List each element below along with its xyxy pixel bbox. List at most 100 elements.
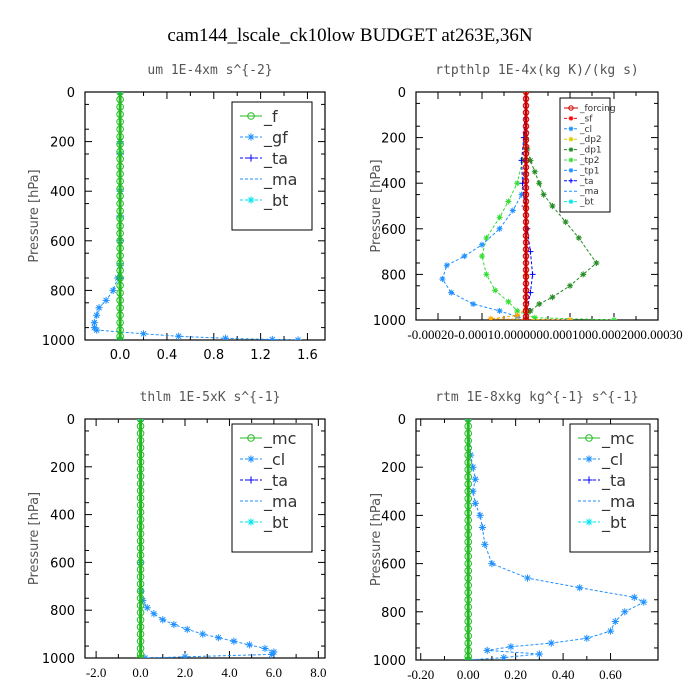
data-point <box>496 225 503 232</box>
x-tick-label: 0.60 <box>599 667 622 682</box>
data-point <box>514 180 521 187</box>
data-point <box>630 593 638 601</box>
y-axis-label: Pressure [hPa] <box>369 493 384 586</box>
data-point <box>464 501 472 510</box>
legend-box <box>231 423 313 553</box>
data-point <box>464 617 472 626</box>
series-line <box>490 92 571 320</box>
data-point <box>522 287 530 294</box>
data-point <box>522 177 530 185</box>
plot-frame <box>84 418 326 659</box>
data-point <box>464 646 472 655</box>
data-point <box>116 244 124 253</box>
data-point <box>116 207 124 215</box>
data-point <box>461 253 468 260</box>
x-tick-label: 1.6 <box>297 348 318 363</box>
legend-label: _cl <box>601 450 623 470</box>
legend-label: _f <box>263 107 278 127</box>
data-point <box>268 335 276 340</box>
data-point <box>245 641 254 649</box>
data-point <box>116 281 124 290</box>
legend-label: _bt <box>263 191 288 211</box>
data-point <box>116 140 124 148</box>
data-point <box>464 656 472 660</box>
data-point <box>136 529 145 538</box>
data-point <box>488 560 496 568</box>
data-point <box>536 301 543 308</box>
data-point <box>576 584 584 592</box>
legend-label: _cl <box>579 125 592 135</box>
data-point <box>522 246 530 253</box>
legend-label: _ta <box>579 177 594 187</box>
data-point <box>471 475 479 483</box>
panels: um 1E-4xm s^{-2} Pressure [hPa] 0 200 400 600… <box>27 63 683 682</box>
data-point <box>136 615 145 624</box>
data-point <box>93 311 101 319</box>
data-point <box>136 572 145 581</box>
data-point <box>547 639 555 647</box>
data-point <box>136 630 145 638</box>
y-axis-label: Pressure [hPa] <box>27 169 42 262</box>
data-point <box>183 625 191 633</box>
data-point <box>522 170 530 178</box>
x-tick-label: 0.0 <box>132 665 148 680</box>
data-point <box>464 639 472 647</box>
data-point <box>136 522 145 531</box>
data-point <box>640 598 648 606</box>
data-point <box>464 545 472 553</box>
y-tick-label: 800 <box>381 268 406 283</box>
data-point <box>464 444 472 452</box>
data-point <box>527 157 534 164</box>
data-point <box>464 610 472 619</box>
data-point <box>522 116 530 123</box>
data-point <box>90 319 98 327</box>
y-tick-label: 0 <box>398 413 406 428</box>
data-point <box>476 511 484 519</box>
data-point <box>116 199 124 208</box>
legend-label: _cl <box>263 450 285 470</box>
data-point <box>470 301 477 308</box>
data-point <box>522 300 530 308</box>
data-point <box>294 336 302 340</box>
x-tick-label: 0.20 <box>504 667 527 682</box>
data-point <box>136 544 145 552</box>
data-point <box>109 286 117 294</box>
data-point <box>522 92 530 96</box>
data-point <box>136 436 145 445</box>
data-point <box>464 429 472 438</box>
legend-label: _dp2 <box>579 135 602 145</box>
data-point <box>464 465 472 474</box>
series-group <box>136 419 278 658</box>
y-tick-label: 0 <box>67 86 75 101</box>
data-point <box>116 117 124 126</box>
y-tick-label: 600 <box>381 558 406 573</box>
data-point <box>562 218 569 225</box>
panel-title: thlm 1E-5xK s^{-1} <box>140 390 281 405</box>
data-point <box>549 203 556 209</box>
legend-marker <box>568 126 574 132</box>
data-point <box>464 419 472 423</box>
data-point <box>464 538 472 546</box>
data-point <box>481 540 489 548</box>
data-point <box>464 480 472 488</box>
series-tp1 <box>439 92 529 320</box>
data-point <box>464 595 472 604</box>
legend-label: _ma <box>263 492 297 512</box>
data-point <box>116 92 124 96</box>
legend-label: _bt <box>579 198 594 208</box>
legend-marker <box>247 476 255 484</box>
data-point <box>522 184 530 192</box>
data-point <box>439 275 446 282</box>
data-point <box>522 136 530 144</box>
data-point <box>464 436 472 445</box>
panel-3: thlm 1E-5xK s^{-1} Pressure [hPa] 0 200 400 6… <box>27 390 326 680</box>
data-point <box>518 191 525 198</box>
data-point <box>522 143 530 150</box>
data-point <box>116 259 124 267</box>
data-point <box>536 180 543 187</box>
data-point <box>522 259 530 267</box>
data-point <box>136 608 145 617</box>
y-tick-label: 400 <box>381 177 406 192</box>
data-point <box>611 317 617 320</box>
